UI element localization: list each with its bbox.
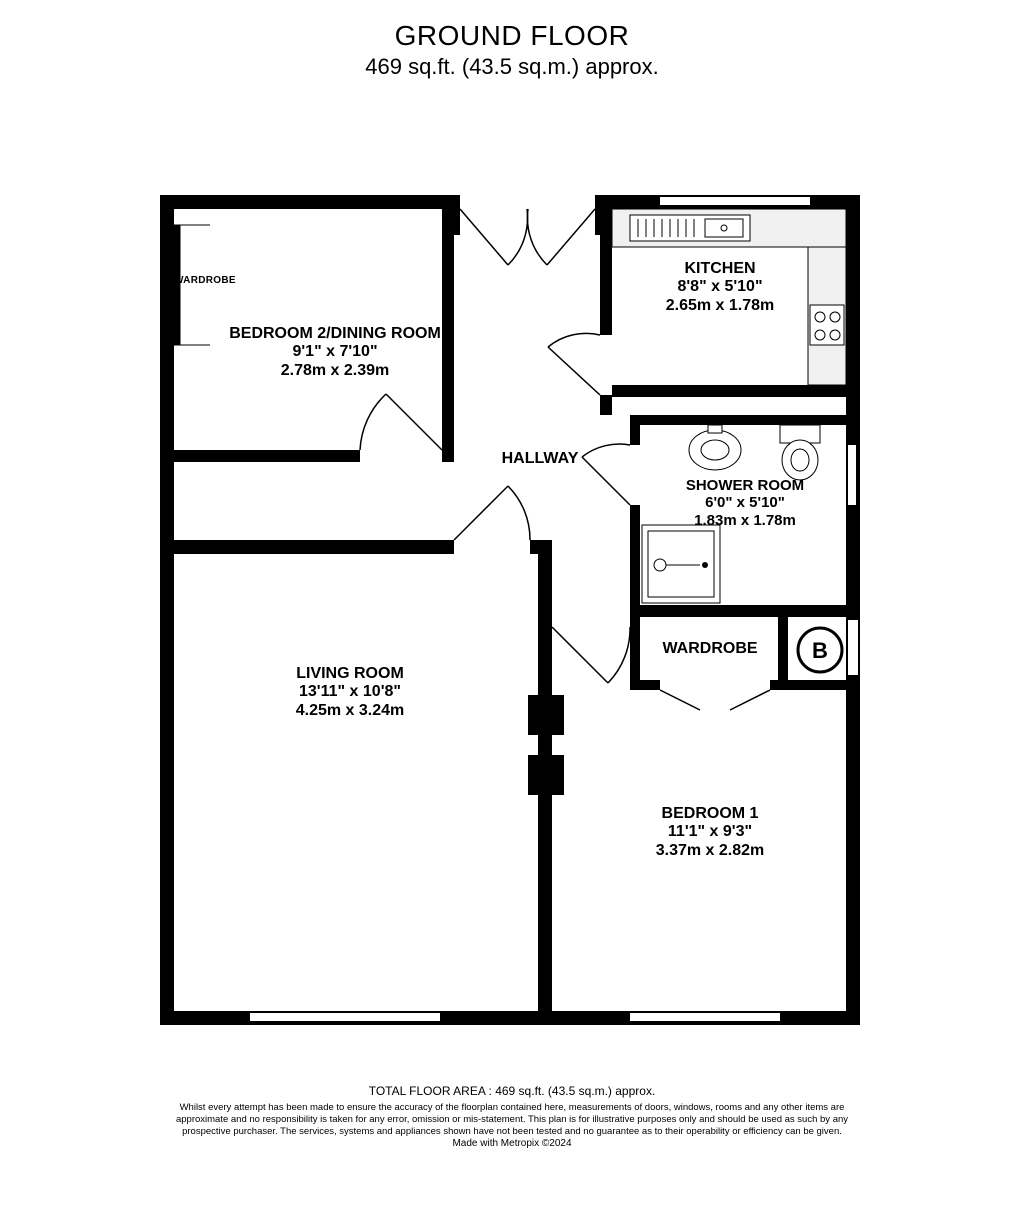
- bedroom1-dims-metric: 3.37m x 2.82m: [610, 842, 810, 860]
- bedroom1-dims-imperial: 11'1" x 9'3": [610, 823, 810, 841]
- sink-icon: [630, 215, 750, 241]
- bedroom2-dims-imperial: 9'1" x 7'10": [220, 343, 450, 361]
- floor-plan: WARDROBE BEDROOM 2/DINING ROOM 9'1" x 7'…: [160, 195, 860, 1025]
- floor-area-subtitle: 469 sq.ft. (43.5 sq.m.) approx.: [0, 54, 1024, 80]
- shower-label: SHOWER ROOM 6'0" x 5'10" 1.83m x 1.78m: [655, 477, 835, 529]
- floor-plan-svg: [160, 195, 860, 1025]
- basin-icon: [689, 425, 741, 470]
- credit: Made with Metropix ©2024: [0, 1138, 1024, 1151]
- shower-name: SHOWER ROOM: [655, 477, 835, 494]
- shower-dims-metric: 1.83m x 1.78m: [655, 512, 835, 529]
- hob-icon: [810, 305, 844, 345]
- living-name: LIVING ROOM: [240, 665, 460, 683]
- wardrobe-name: WARDROBE: [645, 640, 775, 658]
- disclaimer: Whilst every attempt has been made to en…: [162, 1102, 862, 1138]
- living-dims-metric: 4.25m x 3.24m: [240, 702, 460, 720]
- living-dims-imperial: 13'11" x 10'8": [240, 683, 460, 701]
- bedroom2-name: BEDROOM 2/DINING ROOM: [220, 325, 450, 343]
- walls: [160, 195, 860, 1025]
- kitchen-dims-metric: 2.65m x 1.78m: [630, 297, 810, 315]
- kitchen-dims-imperial: 8'8" x 5'10": [630, 278, 810, 296]
- wardrobe-small-text: WARDROBE: [174, 275, 236, 286]
- floor-title: GROUND FLOOR: [0, 20, 1024, 52]
- bedroom2-dims-metric: 2.78m x 2.39m: [220, 362, 450, 380]
- wardrobe-label: WARDROBE: [645, 640, 775, 658]
- footer: TOTAL FLOOR AREA : 469 sq.ft. (43.5 sq.m…: [0, 1084, 1024, 1150]
- bedroom1-name: BEDROOM 1: [610, 805, 810, 823]
- header: GROUND FLOOR 469 sq.ft. (43.5 sq.m.) app…: [0, 0, 1024, 80]
- total-area: TOTAL FLOOR AREA : 469 sq.ft. (43.5 sq.m…: [0, 1084, 1024, 1099]
- toilet-icon: [780, 425, 820, 480]
- living-label: LIVING ROOM 13'11" x 10'8" 4.25m x 3.24m: [240, 665, 460, 720]
- hallway-label: HALLWAY: [480, 450, 600, 468]
- boiler-label: B: [808, 638, 832, 663]
- hallway-name: HALLWAY: [480, 450, 600, 468]
- bedroom2-label: BEDROOM 2/DINING ROOM 9'1" x 7'10" 2.78m…: [220, 325, 450, 380]
- bedroom1-label: BEDROOM 1 11'1" x 9'3" 3.37m x 2.82m: [610, 805, 810, 860]
- boiler-letter: B: [808, 638, 832, 663]
- shower-icon: [642, 525, 720, 603]
- kitchen-name: KITCHEN: [630, 260, 810, 278]
- kitchen-label: KITCHEN 8'8" x 5'10" 2.65m x 1.78m: [630, 260, 810, 315]
- shower-dims-imperial: 6'0" x 5'10": [655, 494, 835, 511]
- wardrobe-small-label: WARDROBE: [174, 275, 218, 287]
